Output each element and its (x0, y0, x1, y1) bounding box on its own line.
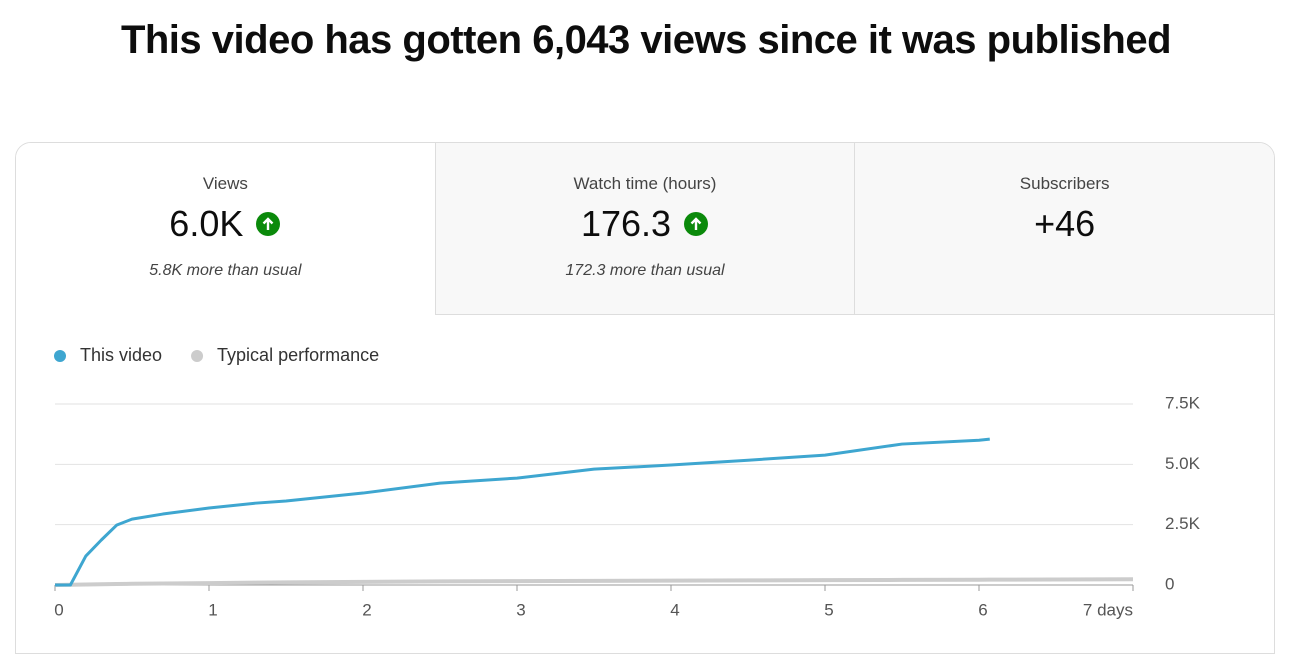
metric-tab[interactable]: Views 6.0K 5.8K more than usual (16, 143, 435, 315)
metric-value-row: 6.0K (16, 202, 435, 246)
page-title: This video has gotten 6,043 views since … (120, 18, 1172, 62)
metric-label: Watch time (hours) (573, 174, 717, 193)
y-tick-label: 0 (1165, 574, 1174, 593)
metric-value-row: 176.3 (436, 202, 855, 246)
metric-note: 5.8K more than usual (149, 262, 302, 279)
series-line (54, 577, 1134, 587)
up-icon (256, 212, 281, 236)
metric-value: 6.0K (169, 203, 244, 244)
legend-marker (191, 350, 204, 362)
metric-tabs: Views 6.0K 5.8K more than usual Watch ti… (16, 143, 1274, 315)
legend-marker (54, 350, 66, 362)
x-tick-label: 1 (208, 600, 217, 619)
metric-label: Subscribers (1019, 174, 1110, 193)
x-tick-label: 5 (824, 600, 833, 619)
x-tick-label: 0 (54, 600, 63, 619)
y-tick-label: 5.0K (1165, 454, 1201, 473)
metric-value: +46 (1034, 203, 1096, 244)
up-icon (684, 212, 709, 236)
metric-tab[interactable]: Watch time (hours) 176.3 172.3 more than… (434, 143, 855, 315)
legend-label: This video (80, 345, 162, 365)
x-tick-label: 6 (978, 600, 987, 619)
series-line (55, 437, 990, 587)
x-tick-label: 4 (670, 600, 679, 619)
metric-label: Views (202, 174, 248, 193)
y-tick-label: 7.5K (1165, 393, 1201, 412)
analytics-card: Views 6.0K 5.8K more than usual Watch ti… (15, 142, 1275, 654)
metric-value-row: +46 (855, 202, 1274, 246)
metric-value: 176.3 (580, 203, 672, 244)
x-tick-label: 2 (362, 600, 371, 619)
y-tick-label: 2.5K (1165, 514, 1201, 533)
x-tick-label: 3 (516, 600, 525, 619)
metric-note: 172.3 more than usual (565, 262, 725, 279)
legend-label: Typical performance (217, 345, 379, 365)
x-tick-label: 7 days (1083, 600, 1133, 619)
metric-tab[interactable]: Subscribers +46 (854, 143, 1274, 315)
